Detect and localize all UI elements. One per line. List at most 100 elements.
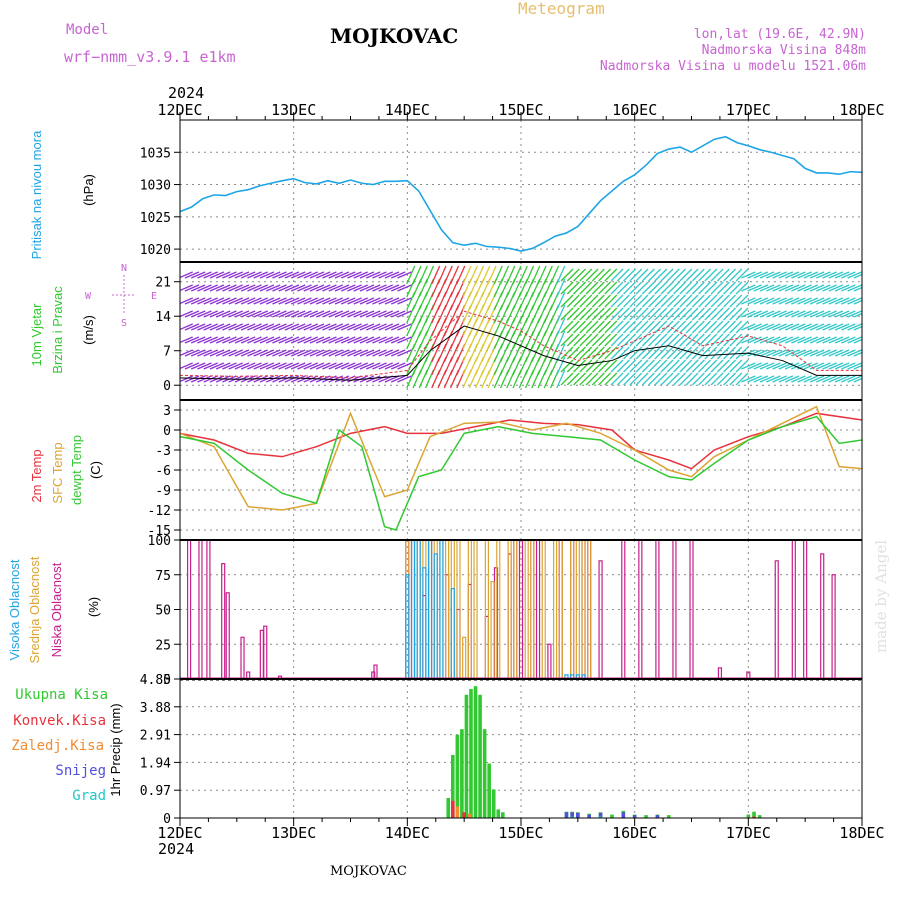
wind-barb bbox=[247, 284, 262, 292]
wind-barb bbox=[240, 323, 256, 331]
cloud-low-bar bbox=[240, 636, 245, 680]
cloud-mid-bar bbox=[462, 636, 467, 680]
wind-barb bbox=[412, 265, 422, 285]
wind-barb bbox=[610, 359, 624, 373]
wind-barb bbox=[384, 336, 400, 344]
wind-barb bbox=[623, 372, 637, 386]
wind-barb bbox=[303, 284, 318, 292]
wind-barb bbox=[610, 294, 624, 308]
wind-barb bbox=[816, 375, 831, 383]
wind-barb bbox=[598, 307, 612, 321]
wind-barb bbox=[259, 323, 275, 331]
temperature-dewpt-line bbox=[179, 415, 863, 531]
wind-barb bbox=[729, 346, 743, 360]
wind-barb bbox=[384, 375, 400, 383]
wind-barb bbox=[253, 297, 268, 305]
wind-barb bbox=[679, 320, 693, 334]
wind-barb bbox=[303, 310, 318, 318]
wind-barb bbox=[365, 362, 381, 370]
wind-barb bbox=[180, 271, 193, 279]
wind-barb bbox=[322, 349, 337, 357]
wind-barb bbox=[797, 375, 812, 383]
wind-barb bbox=[372, 323, 387, 331]
wind-barb bbox=[234, 297, 250, 305]
wind-barb bbox=[616, 307, 630, 321]
wind-barb bbox=[604, 372, 618, 386]
wind-barb bbox=[797, 284, 812, 292]
x-tick-label: 16DEC bbox=[612, 824, 657, 842]
wind-barb bbox=[560, 333, 574, 347]
wind-barb bbox=[240, 336, 256, 344]
wind-barb bbox=[197, 375, 212, 383]
wind-barb bbox=[610, 320, 624, 334]
wind-barb bbox=[222, 284, 237, 292]
wind-barb bbox=[543, 265, 553, 285]
wind-barb bbox=[685, 307, 699, 321]
wind-barb bbox=[691, 268, 705, 282]
wind-barb bbox=[834, 375, 850, 383]
cloud-low-bar bbox=[547, 643, 552, 680]
wind-barb bbox=[372, 271, 387, 279]
wind-barb bbox=[704, 320, 718, 334]
cloud-high-bar bbox=[439, 539, 444, 680]
precip-snow-bar bbox=[587, 814, 591, 818]
wind-barb bbox=[853, 286, 862, 292]
wind-barb bbox=[648, 307, 662, 321]
wind-barb bbox=[353, 336, 368, 344]
cloud-low-bar bbox=[717, 667, 723, 680]
wind-barb bbox=[190, 375, 206, 383]
wind-barb bbox=[573, 294, 586, 308]
cloud-mid-bar bbox=[552, 539, 558, 680]
precip-total-bar bbox=[644, 815, 648, 818]
precip-total-bar bbox=[496, 809, 501, 818]
wind-barb bbox=[741, 362, 756, 370]
wind-barb bbox=[759, 336, 775, 344]
wind-barb bbox=[253, 323, 268, 331]
wind-barb bbox=[378, 362, 393, 370]
wind-barb bbox=[359, 336, 375, 344]
wind-barb bbox=[579, 268, 593, 282]
precip-legend-1: Konvek.Kisa bbox=[13, 713, 106, 729]
wind-barb bbox=[365, 310, 381, 318]
wind-barb bbox=[759, 323, 775, 331]
wind-barb bbox=[666, 281, 680, 295]
wind-barb bbox=[591, 294, 605, 308]
wind-barb bbox=[359, 362, 375, 370]
wind-barb bbox=[809, 297, 825, 305]
wind-barb bbox=[648, 320, 662, 334]
wind-barb bbox=[660, 372, 674, 386]
wind-barb bbox=[791, 297, 806, 305]
wind-barb bbox=[604, 281, 618, 295]
wind-barb bbox=[334, 349, 350, 357]
wind-barb bbox=[729, 372, 743, 386]
wind-barb bbox=[315, 284, 331, 292]
wind-barb bbox=[272, 271, 287, 279]
wind-barb bbox=[222, 362, 237, 370]
wind-barb bbox=[648, 372, 662, 386]
wind-barb bbox=[809, 323, 825, 331]
wind-barb bbox=[222, 310, 237, 318]
wind-barb bbox=[290, 284, 306, 292]
precip-total-bar bbox=[446, 797, 451, 818]
wind-barb bbox=[493, 265, 503, 285]
wind-barb bbox=[673, 372, 687, 386]
wind-barb bbox=[747, 310, 762, 318]
wind-barb bbox=[766, 362, 781, 370]
wind-barb bbox=[184, 323, 200, 331]
wind-barb bbox=[203, 310, 218, 318]
wind-barb bbox=[791, 336, 806, 344]
wind-barb bbox=[679, 281, 693, 295]
wind-barb bbox=[841, 310, 856, 318]
wind-barb bbox=[384, 310, 400, 318]
wind-barb bbox=[735, 281, 749, 295]
wind-barb bbox=[328, 336, 343, 344]
cloud-low-bar bbox=[186, 539, 192, 680]
wind-barb bbox=[654, 294, 668, 308]
wind-barb bbox=[203, 362, 218, 370]
wind-barb bbox=[215, 271, 231, 279]
wind-barb bbox=[390, 375, 406, 383]
axis-label: (C) bbox=[88, 461, 103, 479]
precip-legend-0: Ukupna Kisa bbox=[15, 687, 108, 703]
wind-barb bbox=[660, 294, 674, 308]
compass-icon: N S W E bbox=[85, 263, 157, 329]
